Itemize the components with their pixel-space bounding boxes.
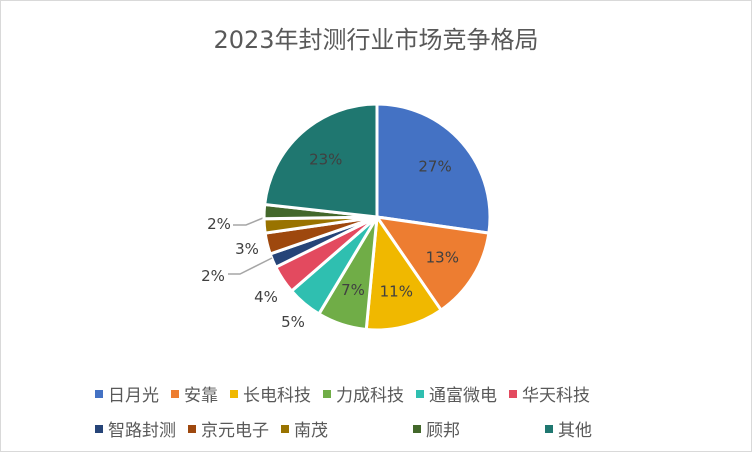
legend-label: 力成科技	[336, 386, 404, 406]
legend-swatch	[545, 424, 553, 433]
data-label: 4%	[254, 288, 278, 306]
legend-label: 长电科技	[243, 386, 311, 406]
legend-label: 京元电子	[201, 421, 269, 441]
pie-slice-其他	[263, 102, 379, 219]
chart-title: 2023年封测行业市场竞争格局	[213, 26, 539, 54]
legend-row: 日月光 安靠 长电科技 力成科技 通富微电 华天科技	[95, 376, 695, 411]
legend-swatch	[413, 424, 421, 433]
leader-line	[228, 257, 273, 275]
legend-item: 长电科技	[230, 381, 311, 406]
data-label: 27%	[418, 158, 451, 176]
data-label: 23%	[309, 151, 342, 169]
legend-item: 南茂	[281, 416, 401, 441]
legend-item: 顾邦	[413, 416, 533, 441]
pie-slice-日月光	[375, 102, 492, 235]
legend-swatch	[509, 389, 517, 398]
legend-item: 通富微电	[416, 381, 497, 406]
data-label: 7%	[341, 281, 365, 299]
data-label: 13%	[426, 249, 459, 267]
legend: 日月光 安靠 长电科技 力成科技 通富微电 华天科技 智路封测 京元电子 南茂 顾邦 其他	[95, 376, 695, 446]
legend-swatch	[416, 389, 424, 398]
data-label: 2%	[207, 215, 231, 233]
data-label: 11%	[380, 282, 413, 300]
legend-label: 安靠	[184, 386, 218, 406]
legend-item: 日月光	[95, 381, 159, 406]
legend-swatch	[95, 389, 103, 398]
leader-line	[233, 217, 264, 226]
pie-slice-长电科技	[364, 212, 444, 332]
legend-swatch	[171, 389, 179, 398]
legend-label: 华天科技	[522, 386, 590, 406]
legend-label: 通富微电	[429, 386, 497, 406]
legend-item: 其他	[545, 416, 592, 441]
legend-label: 其他	[558, 421, 592, 441]
legend-label: 日月光	[108, 386, 159, 406]
legend-swatch	[230, 389, 238, 398]
pie-slice-安靠	[373, 215, 491, 313]
legend-label: 顾邦	[426, 421, 460, 441]
legend-label: 智路封测	[108, 421, 176, 441]
data-label: 2%	[201, 267, 225, 285]
legend-item: 华天科技	[509, 381, 590, 406]
legend-item: 京元电子	[188, 416, 269, 441]
data-label: 5%	[281, 313, 305, 331]
legend-row: 智路封测 京元电子 南茂 顾邦 其他	[95, 411, 695, 446]
legend-swatch	[188, 424, 196, 433]
data-label: 3%	[235, 240, 259, 258]
legend-item: 力成科技	[323, 381, 404, 406]
legend-item: 安靠	[171, 381, 218, 406]
legend-label: 南茂	[294, 421, 328, 441]
legend-swatch	[323, 389, 331, 398]
legend-swatch	[281, 424, 289, 433]
legend-swatch	[95, 424, 103, 433]
legend-item: 智路封测	[95, 416, 176, 441]
